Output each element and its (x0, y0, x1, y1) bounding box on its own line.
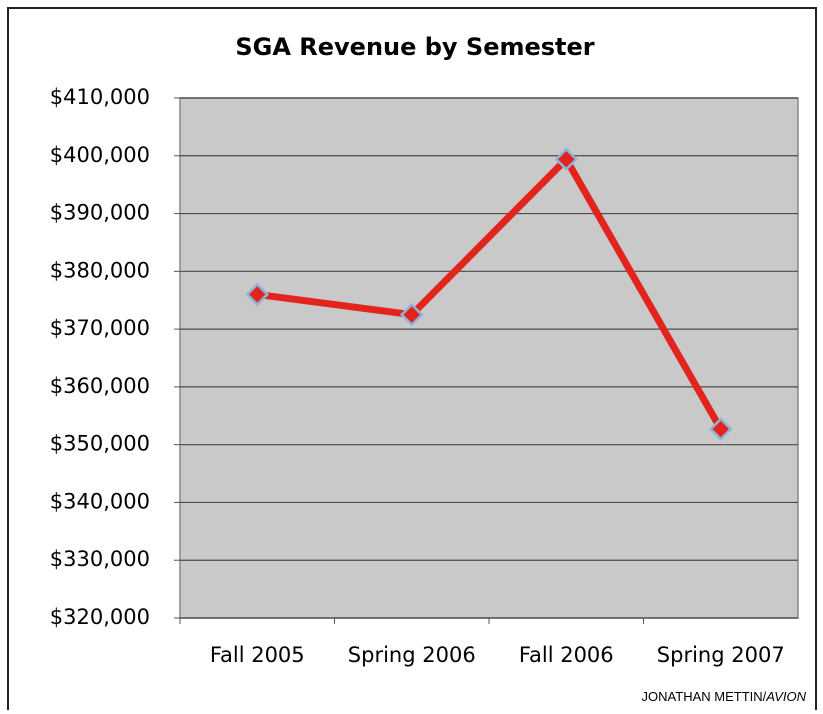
credit-name: JONATHAN METTIN/ (642, 689, 767, 704)
point (708, 417, 733, 441)
point (554, 147, 579, 172)
chart-title: SGA Revenue by Semester (235, 33, 594, 61)
point (399, 302, 424, 327)
y-tick-label: $320,000 (50, 605, 150, 629)
y-tick-label: $410,000 (50, 85, 150, 109)
x-tick-label: Spring 2006 (348, 643, 476, 667)
point (245, 282, 270, 307)
x-tick-label: Fall 2005 (210, 643, 305, 667)
x-tick-label: Fall 2006 (519, 643, 614, 667)
plot-area (179, 97, 799, 619)
y-tick-label: $370,000 (50, 316, 150, 340)
y-tick-label: $360,000 (50, 374, 150, 398)
y-tick-label: $400,000 (50, 143, 150, 167)
credit: JONATHAN METTIN/AVION (642, 689, 807, 704)
y-tick-label: $380,000 (50, 258, 150, 282)
y-tick-label: $340,000 (50, 489, 150, 513)
y-tick-label: $330,000 (50, 547, 150, 571)
credit-outlet: AVION (765, 689, 806, 704)
y-tick-label: $390,000 (50, 201, 150, 225)
line (256, 155, 724, 431)
y-tick-label: $350,000 (50, 432, 150, 456)
x-tick-label: Spring 2007 (657, 643, 785, 667)
